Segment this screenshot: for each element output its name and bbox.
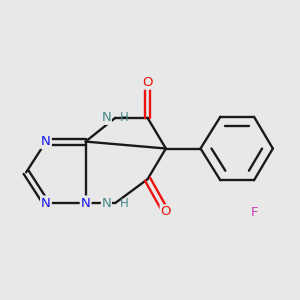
Text: N: N [41,135,51,148]
Text: H: H [120,111,129,124]
Text: N: N [81,196,91,209]
Text: N: N [41,196,51,209]
Text: N: N [101,111,111,124]
Text: O: O [142,76,153,88]
Text: N: N [101,196,111,209]
Text: O: O [160,206,171,218]
Text: F: F [250,206,258,219]
Text: H: H [120,196,129,209]
